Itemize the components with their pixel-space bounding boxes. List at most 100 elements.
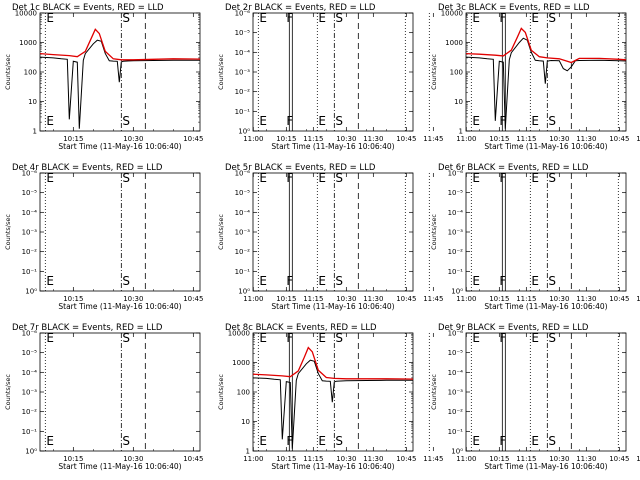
y-tick-label: 10⁻⁶ — [448, 170, 464, 178]
marker-label: E — [472, 331, 480, 345]
marker-label: S — [335, 114, 343, 128]
marker-label: E — [318, 434, 326, 448]
y-tick-label: 10⁰ — [25, 288, 37, 296]
marker-label: S — [335, 171, 343, 185]
x-tick-label: 10:30 — [549, 135, 569, 143]
x-tick-label: 11:45 — [423, 455, 443, 463]
x-tick-label: 11:30 — [363, 295, 383, 303]
marker-label: E — [472, 274, 480, 288]
x-tick-label: 11:00 — [456, 295, 476, 303]
y-tick-label: 10⁻⁴ — [235, 209, 251, 217]
y-tick-label: 10⁻⁴ — [448, 209, 464, 217]
y-tick-label: 10 — [28, 98, 37, 106]
marker-label: F — [499, 11, 506, 25]
marker-label: E — [472, 171, 480, 185]
marker-label: S — [548, 171, 556, 185]
y-tick-label: 10⁻⁶ — [448, 330, 464, 338]
y-tick-label: 10⁻¹ — [22, 268, 38, 276]
plot-frame — [465, 172, 627, 292]
y-axis-label: Counts/sec — [430, 374, 438, 410]
marker-label: S — [335, 331, 343, 345]
x-tick-label: 11:15 — [516, 455, 536, 463]
y-tick-label: 10⁻⁴ — [22, 369, 38, 377]
marker-label: S — [548, 274, 556, 288]
marker-label: F — [499, 171, 506, 185]
y-tick-label: 10⁻³ — [235, 229, 251, 237]
marker-label: E — [46, 331, 54, 345]
y-tick-label: 10⁻¹ — [448, 428, 464, 436]
y-tick-label: 10⁻⁵ — [448, 349, 464, 357]
y-axis-label: Counts/sec — [430, 214, 438, 250]
panel-title: Det 8c BLACK = Events, RED = LLD — [225, 323, 377, 333]
panel-title: Det 6r BLACK = Events, RED = LLD — [438, 163, 589, 173]
y-tick-label: 10⁻⁵ — [22, 349, 38, 357]
x-tick-label: 11:30 — [576, 135, 596, 143]
y-axis-label: Counts/sec — [4, 54, 12, 90]
marker-label: E — [531, 331, 539, 345]
y-tick-label: 10⁻⁶ — [235, 170, 251, 178]
marker-label: E — [318, 11, 326, 25]
x-tick-label: 10:45 — [396, 135, 416, 143]
y-tick-label: 10⁻⁵ — [235, 189, 251, 197]
marker-label: E — [259, 274, 267, 288]
x-tick-label: 10:45 — [183, 295, 203, 303]
y-tick-label: 100 — [450, 69, 463, 77]
x-tick-label: 11:45 — [423, 295, 443, 303]
y-tick-label: 10⁻⁴ — [22, 209, 38, 217]
y-tick-label: 10⁻⁵ — [448, 189, 464, 197]
x-tick-label: 11:15 — [516, 135, 536, 143]
x-tick-label: 11:30 — [576, 295, 596, 303]
plot-frame — [39, 172, 201, 292]
y-tick-label: 1 — [33, 128, 37, 136]
y-tick-label: 10⁻⁴ — [448, 369, 464, 377]
y-axis-label: Counts/sec — [430, 54, 438, 90]
marker-label: E — [472, 11, 480, 25]
x-tick-label: 10:45 — [183, 135, 203, 143]
x-tick-label: 10:15 — [276, 455, 296, 463]
y-tick-label: 10⁻² — [22, 408, 38, 416]
marker-label: S — [122, 434, 130, 448]
y-tick-label: 10⁻¹ — [22, 428, 38, 436]
x-tick-label: 10:30 — [549, 295, 569, 303]
marker-label: E — [259, 434, 267, 448]
x-tick-label: 10:45 — [609, 295, 629, 303]
x-axis-label: Start Time (11-May-16 10:06:40) — [58, 142, 181, 151]
lld-series-line — [466, 27, 626, 64]
marker-label: E — [259, 171, 267, 185]
y-tick-label: 10⁰ — [238, 128, 250, 136]
y-axis-label: Counts/sec — [4, 214, 12, 250]
marker-label: F — [286, 171, 293, 185]
x-tick-label: 10:15 — [489, 295, 509, 303]
x-tick-label: 11:15 — [516, 295, 536, 303]
panel-title: Det 1c BLACK = Events, RED = LLD — [12, 3, 164, 13]
y-tick-label: 10⁻² — [448, 248, 464, 256]
y-tick-label: 10⁻⁴ — [235, 49, 251, 57]
x-axis-label: Start Time (11-May-16 10:06:40) — [484, 462, 607, 471]
marker-label: E — [531, 274, 539, 288]
y-tick-label: 10⁻³ — [448, 389, 464, 397]
x-tick-label: 11:15 — [303, 295, 323, 303]
marker-label: E — [531, 11, 539, 25]
y-tick-label: 10 — [241, 418, 250, 426]
marker-label: E — [318, 171, 326, 185]
y-tick-label: 1000 — [232, 359, 250, 367]
x-tick-label: 10:15 — [276, 135, 296, 143]
y-tick-label: 10⁻¹ — [235, 268, 251, 276]
x-tick-label: 10:45 — [609, 135, 629, 143]
marker-label: E — [472, 114, 480, 128]
panel-title: Det 2r BLACK = Events, RED = LLD — [225, 3, 376, 13]
y-tick-label: 10 — [454, 98, 463, 106]
y-tick-label: 1000 — [19, 39, 37, 47]
panel-title: Det 7r BLACK = Events, RED = LLD — [12, 323, 163, 333]
plot-frame — [252, 172, 414, 292]
plot-frame — [39, 332, 201, 452]
marker-label: S — [548, 114, 556, 128]
x-tick-label: 10:15 — [276, 295, 296, 303]
marker-label: S — [122, 171, 130, 185]
events-series-line — [253, 359, 413, 449]
events-series-line — [40, 39, 200, 129]
y-tick-label: 10⁻³ — [235, 69, 251, 77]
marker-label: E — [259, 11, 267, 25]
y-tick-label: 10⁻⁶ — [22, 330, 38, 338]
